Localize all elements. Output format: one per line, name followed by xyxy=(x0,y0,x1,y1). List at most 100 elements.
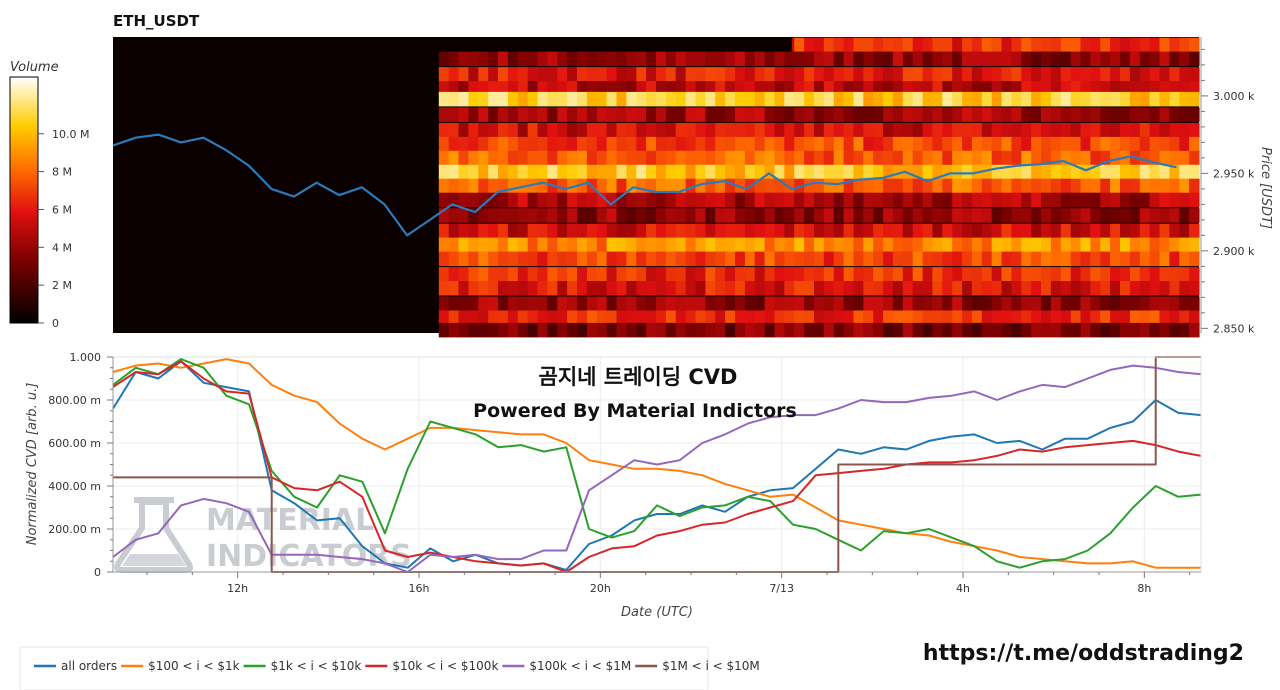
heatmap-cell xyxy=(695,178,706,194)
heatmap-cell xyxy=(952,281,963,296)
heatmap-cell xyxy=(1060,51,1072,67)
heatmap-cell xyxy=(823,91,835,107)
cvd-x-tick-label: 4h xyxy=(956,582,970,595)
heatmap-cell xyxy=(448,164,460,180)
heatmap-cell xyxy=(1169,192,1180,208)
heatmap-cell xyxy=(626,107,637,122)
heatmap-cell xyxy=(873,208,884,223)
heatmap-cell xyxy=(527,310,539,325)
heatmap-cell xyxy=(527,150,539,166)
heatmap-row xyxy=(438,107,1200,122)
heatmap-cell xyxy=(863,150,874,166)
legend-item[interactable]: $100k < i < $1M xyxy=(502,659,631,673)
heatmap-cell xyxy=(784,107,795,122)
heatmap-cell xyxy=(1050,237,1062,253)
heatmap-cell xyxy=(1011,150,1022,166)
heatmap-cell xyxy=(498,81,509,96)
heatmap-cell xyxy=(843,37,855,53)
heatmap-cell xyxy=(843,150,855,166)
heatmap-cell xyxy=(814,310,825,325)
heatmap-cell xyxy=(1189,281,1200,296)
legend-item[interactable]: all orders xyxy=(34,659,117,673)
heatmap-cell xyxy=(892,150,904,166)
heatmap-cell xyxy=(468,310,479,325)
heatmap-cell xyxy=(557,122,568,138)
heatmap-cell xyxy=(498,150,509,166)
heatmap-cell xyxy=(626,281,637,296)
heatmap-cell xyxy=(1139,81,1151,96)
heatmap-cell xyxy=(892,322,904,338)
cvd-x-tick-label: 20h xyxy=(590,582,611,595)
heatmap-cell xyxy=(971,91,983,107)
heatmap-cell xyxy=(725,122,736,138)
heatmap-cell xyxy=(744,81,756,96)
heatmap-cell xyxy=(1090,251,1101,267)
heatmap-cell xyxy=(557,107,568,122)
heatmap-cell xyxy=(1041,223,1052,239)
heatmap-cell xyxy=(448,67,460,82)
legend-box xyxy=(19,646,709,690)
heatmap-cell xyxy=(794,122,805,138)
heatmap-cell xyxy=(873,107,884,122)
heatmap-cell xyxy=(814,107,825,122)
heatmap-cell xyxy=(606,208,618,223)
heatmap-cell xyxy=(1011,192,1022,208)
heatmap-cell xyxy=(1031,122,1042,138)
cvd-series-line[interactable] xyxy=(112,360,1202,571)
heatmap-cell xyxy=(675,81,687,96)
telegram-link[interactable]: https://t.me/oddstrading2 xyxy=(923,641,1244,666)
heatmap-cell xyxy=(892,136,904,152)
cvd-series-line[interactable] xyxy=(112,364,1202,573)
heatmap-cell xyxy=(1031,67,1042,82)
heatmap-cell xyxy=(764,251,776,267)
heatmap-cell xyxy=(735,223,746,239)
legend-item[interactable]: $1M < i < $10M xyxy=(635,659,760,673)
heatmap-cell xyxy=(1139,178,1151,194)
heatmap-cell xyxy=(764,192,776,208)
heatmap-cell xyxy=(577,67,588,82)
heatmap-cell xyxy=(586,136,598,152)
heatmap-cell xyxy=(665,122,677,138)
heatmap-cell xyxy=(1050,136,1062,152)
heatmap-cell xyxy=(705,223,716,239)
heatmap-cell xyxy=(942,192,953,208)
orderbook-heatmap[interactable] xyxy=(112,37,1200,338)
heatmap-cell xyxy=(833,237,845,253)
heatmap-cell xyxy=(912,136,924,152)
heatmap-cell xyxy=(794,296,805,311)
heatmap-cell xyxy=(1120,192,1131,208)
heatmap-cell xyxy=(507,81,519,96)
heatmap-cell xyxy=(735,296,746,311)
heatmap-cell xyxy=(735,267,746,282)
heatmap-cell xyxy=(705,322,716,338)
colorbar-tick-label: 8 M xyxy=(52,166,72,179)
cvd-series-line[interactable] xyxy=(112,358,1201,569)
heatmap-cell xyxy=(981,136,993,152)
cvd-series-line[interactable] xyxy=(112,360,1202,573)
heatmap-cell xyxy=(458,310,469,325)
heatmap-cell xyxy=(1031,164,1042,180)
cvd-series-line[interactable] xyxy=(112,358,1202,569)
heatmap-cell xyxy=(1120,296,1131,311)
heatmap-cell xyxy=(1100,281,1111,296)
heatmap-cell xyxy=(1100,296,1111,311)
legend-item[interactable]: $100 < i < $1k xyxy=(121,659,240,673)
heatmap-cell xyxy=(1139,136,1151,152)
heatmap-cell xyxy=(438,136,450,152)
heatmap-cell xyxy=(606,223,618,239)
heatmap-cell xyxy=(971,237,983,253)
heatmap-cell xyxy=(1080,223,1091,239)
heatmap-cell xyxy=(567,192,578,208)
heatmap-cell xyxy=(804,81,815,96)
heatmap-cell xyxy=(458,267,469,282)
heatmap-cell xyxy=(1169,178,1180,194)
heatmap-cell xyxy=(971,150,983,166)
heatmap-cell xyxy=(774,281,785,296)
heatmap-cell xyxy=(942,208,953,223)
heatmap-cell xyxy=(1139,251,1151,267)
heatmap-cell xyxy=(1060,237,1072,253)
legend-item[interactable]: $1k < i < $10k xyxy=(243,659,362,673)
legend-item[interactable]: $10k < i < $100k xyxy=(365,659,498,673)
heatmap-cell xyxy=(665,91,677,107)
heatmap-cell xyxy=(892,91,904,107)
